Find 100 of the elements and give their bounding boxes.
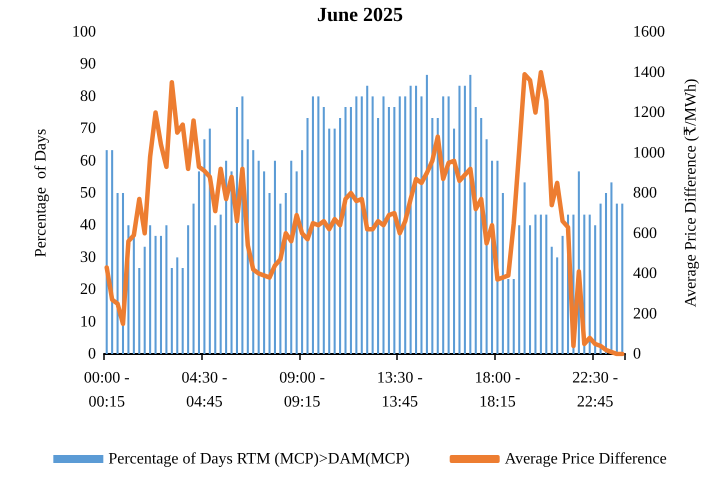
y2-axis-title: Average Price Difference (₹/MWh) — [682, 78, 700, 308]
bar — [268, 193, 271, 354]
y2-tick-label: 800 — [633, 184, 657, 202]
bar — [448, 96, 450, 354]
bar — [160, 236, 162, 354]
bar — [410, 86, 412, 354]
bar — [203, 139, 206, 354]
bar — [562, 236, 564, 354]
y-tick-label: 20 — [80, 281, 96, 298]
bar — [301, 150, 304, 354]
bar — [512, 278, 515, 354]
bar — [464, 86, 466, 354]
bar — [382, 96, 385, 354]
bar — [138, 268, 140, 354]
bar — [604, 193, 608, 354]
bar — [377, 118, 380, 354]
bar — [290, 160, 292, 354]
bar — [415, 86, 418, 354]
bar — [600, 204, 602, 354]
bar — [344, 107, 347, 354]
bar — [540, 214, 542, 354]
bar — [404, 96, 406, 354]
bar — [524, 182, 526, 354]
bar — [192, 204, 195, 354]
y-tick-label: 80 — [80, 88, 96, 105]
bar — [360, 96, 363, 354]
bar — [502, 193, 504, 354]
bar — [474, 107, 477, 354]
y-tick-label: 10 — [80, 313, 96, 330]
y2-tick-label: 200 — [633, 305, 657, 322]
bar — [420, 96, 423, 354]
bar — [263, 171, 266, 354]
y2-tick-label: 1200 — [633, 104, 665, 121]
bar — [518, 225, 520, 354]
bar — [317, 96, 320, 354]
bar — [388, 107, 390, 354]
y2-tick-label: 1600 — [633, 24, 665, 40]
bar — [534, 214, 536, 354]
bar — [258, 160, 260, 354]
y-tick-label: 90 — [80, 56, 96, 73]
bar — [312, 96, 314, 354]
bar — [350, 107, 352, 354]
bar — [214, 225, 216, 354]
y2-tick-label: 400 — [633, 265, 657, 282]
bar — [187, 225, 190, 354]
bar — [355, 96, 358, 354]
bar — [556, 257, 558, 354]
x-tick-label: 04:30 - 04:45 — [182, 370, 228, 410]
bar — [154, 236, 157, 354]
bar — [132, 236, 135, 354]
y-tick-label: 100 — [72, 24, 96, 40]
x-tick-label: 22:30 - 22:45 — [572, 370, 618, 410]
bar — [550, 246, 553, 354]
bar — [322, 107, 325, 354]
bar — [284, 193, 287, 354]
bar — [165, 225, 168, 354]
x-tick-label: 18:00 - 18:15 — [474, 370, 520, 410]
bar — [458, 86, 461, 354]
bar — [398, 96, 401, 354]
bar — [144, 246, 146, 354]
y-axis-title: Percentage of Days — [32, 128, 50, 258]
bar — [220, 214, 222, 354]
y2-tick-label: 600 — [633, 224, 657, 242]
bar — [393, 107, 396, 354]
bar — [328, 128, 330, 354]
bar — [170, 268, 173, 354]
bar — [116, 193, 119, 354]
bar — [621, 204, 624, 354]
bar — [334, 128, 336, 354]
bar — [528, 225, 532, 354]
x-tick-label: 09:00 - 09:15 — [279, 370, 325, 410]
y2-tick-label: 0 — [633, 346, 641, 362]
x-tick-label: 00:00 - 00:15 — [84, 370, 130, 410]
y-tick-label: 40 — [80, 216, 96, 234]
bar — [426, 74, 428, 354]
bar — [594, 225, 596, 354]
y-tick-label: 50 — [80, 184, 96, 202]
bar — [372, 96, 374, 354]
chart-title: June 2025 — [316, 4, 404, 26]
y-tick-label: 30 — [80, 248, 96, 266]
bar — [252, 150, 254, 354]
bar — [306, 118, 309, 354]
bar — [198, 171, 200, 354]
y-tick-label: 60 — [80, 152, 96, 170]
y-tick-label: 70 — [80, 120, 96, 138]
bar — [616, 204, 618, 354]
bar — [469, 74, 472, 354]
bar — [149, 225, 152, 354]
bar — [106, 150, 108, 354]
bar — [182, 268, 184, 354]
bar — [545, 214, 548, 354]
bar — [507, 278, 510, 354]
legend-label: Average Price Difference — [504, 450, 667, 468]
bar — [431, 118, 434, 354]
bar — [588, 214, 591, 354]
bar — [274, 160, 276, 354]
line-series — [104, 70, 625, 356]
bar — [339, 118, 342, 354]
legend-label: Percentage of Days RTM (MCP)>DAM(MCP) — [108, 450, 410, 468]
bar — [453, 128, 456, 354]
